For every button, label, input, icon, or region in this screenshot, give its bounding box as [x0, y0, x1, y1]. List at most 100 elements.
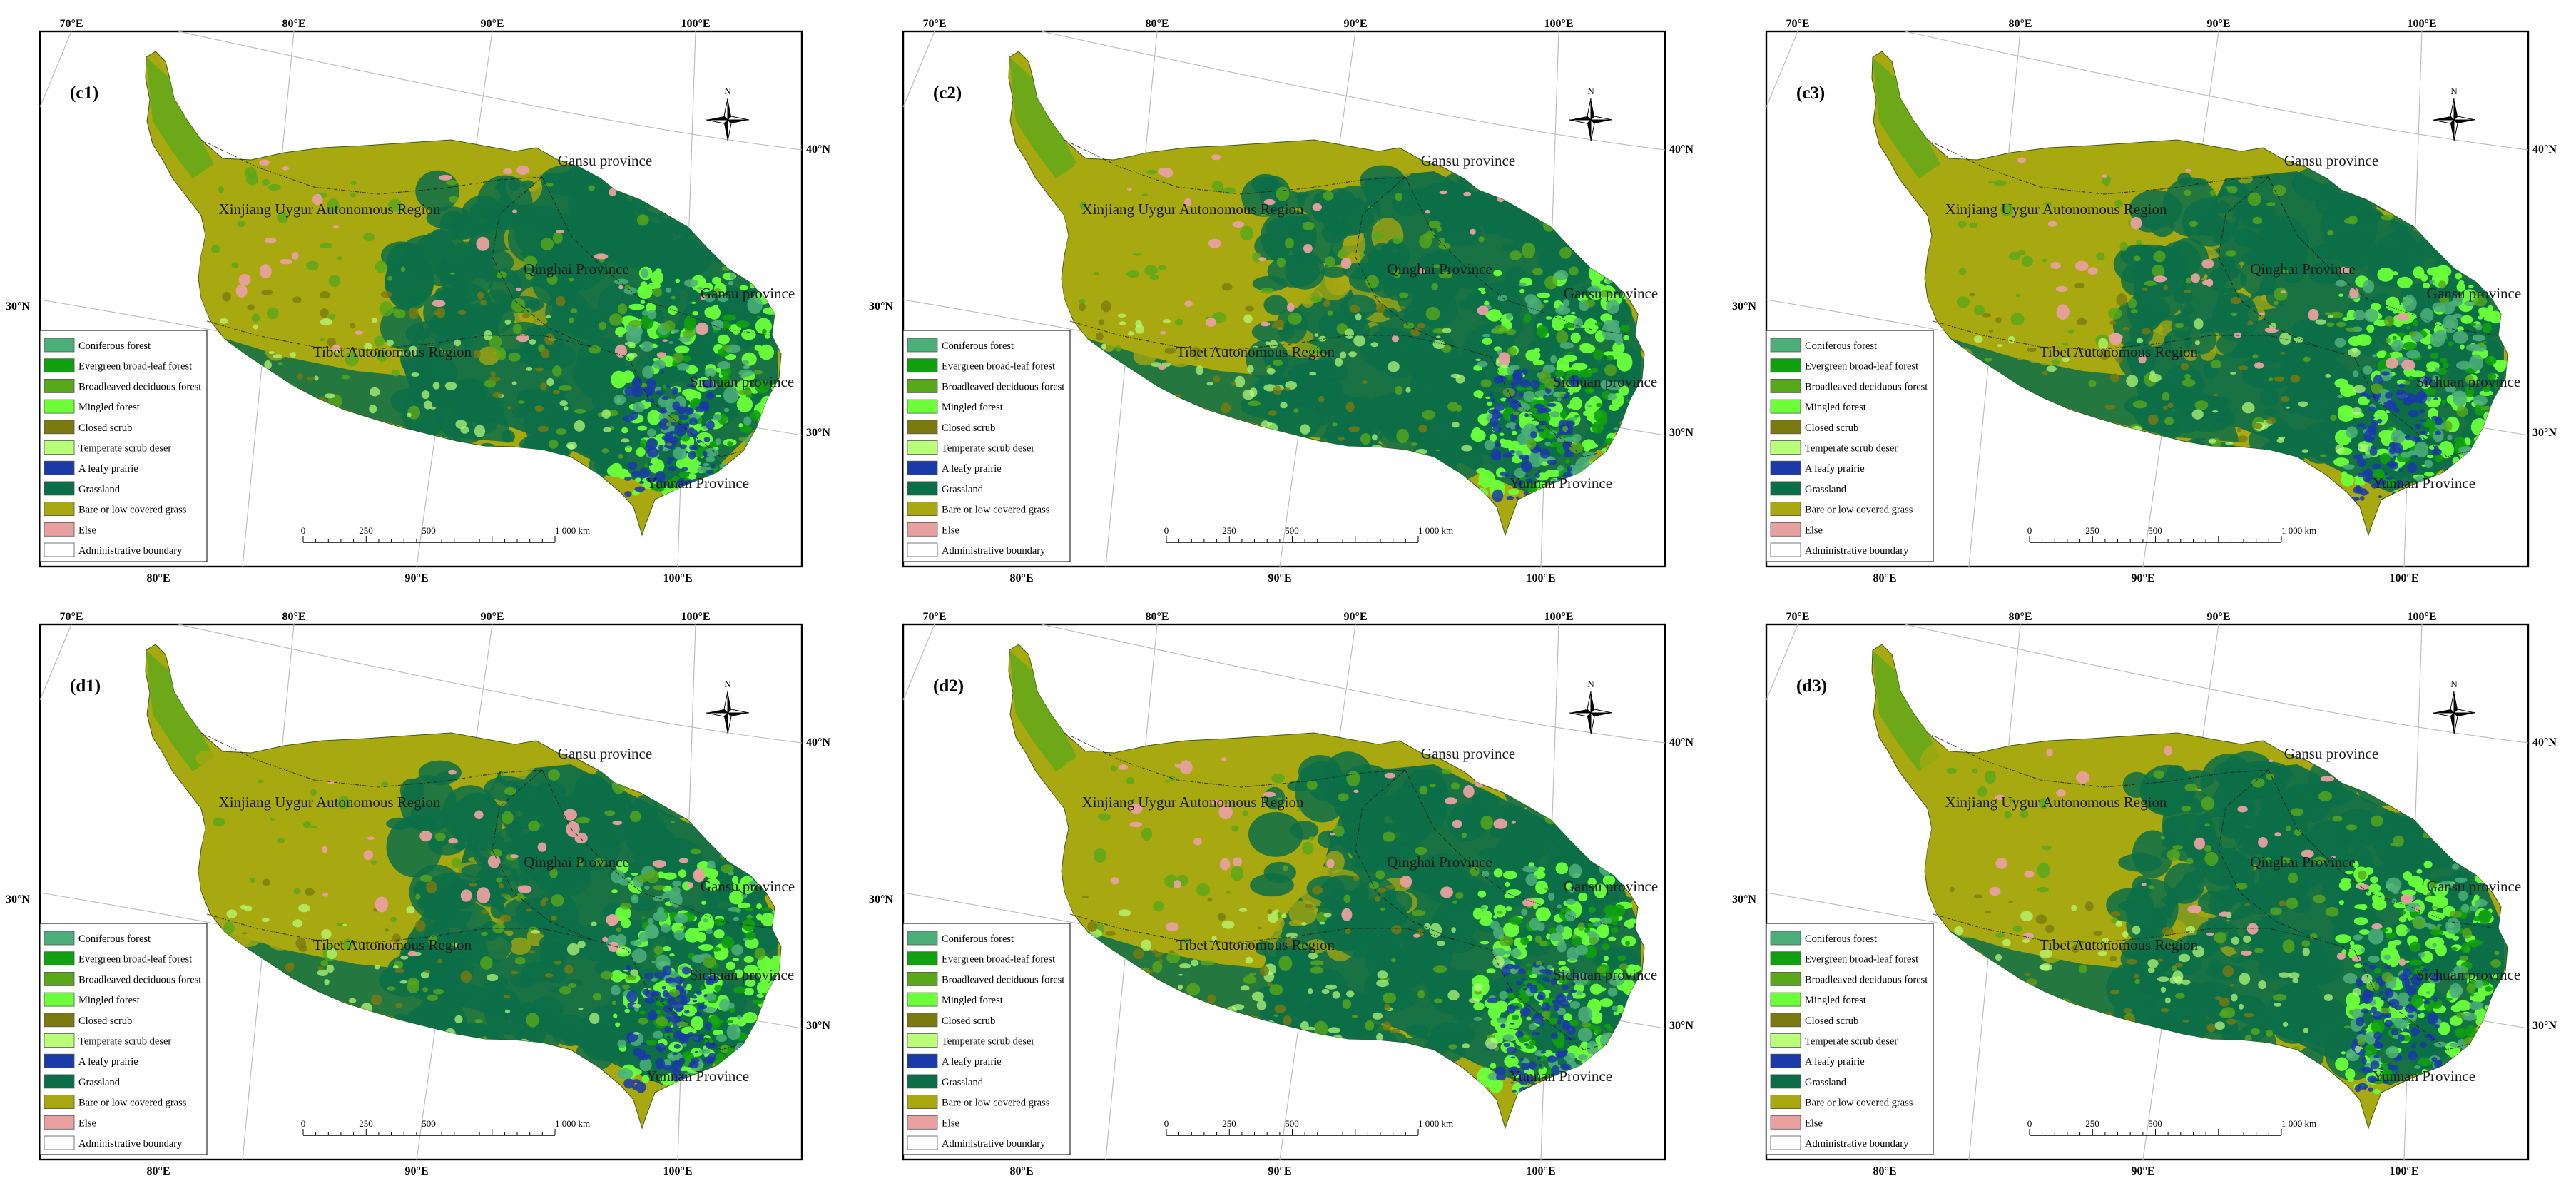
- region-label: Qinghai Province: [2250, 853, 2356, 871]
- legend-item: Else: [1770, 1115, 1823, 1130]
- legend-swatch: [44, 1033, 75, 1048]
- legend: Coniferous forest Evergreen broad-leaf fo…: [39, 923, 208, 1155]
- scale-tick-label: 250: [359, 1118, 373, 1129]
- land-cover-map: [1008, 644, 1645, 1130]
- region-label: Sichuan province: [690, 373, 794, 390]
- region-label: Xinjiang Uygur Autonomous Region: [1082, 794, 1304, 811]
- legend-label: Grassland: [78, 484, 121, 495]
- legend-swatch: [44, 1135, 75, 1150]
- longitude-label-top: 100°E: [1544, 611, 1573, 623]
- legend-item: Else: [1770, 522, 1823, 537]
- legend-item: Temperate scrub deser: [44, 440, 171, 455]
- north-arrow-icon: N: [706, 86, 750, 142]
- legend-item: Grassland: [1770, 481, 1847, 496]
- legend-swatch: [907, 522, 938, 537]
- legend-swatch: [44, 460, 75, 475]
- scale-tick-label: 250: [2085, 525, 2099, 536]
- region-label: Tibet Autonomous Region: [2040, 343, 2199, 360]
- legend-label: Else: [78, 1117, 96, 1129]
- legend-item: A leafy prairie: [44, 1053, 138, 1068]
- longitude-label-bottom: 90°E: [1268, 572, 1291, 584]
- legend-label: Else: [1805, 524, 1823, 536]
- legend-label: Administrative boundary: [942, 545, 1046, 557]
- longitude-label-top: 100°E: [2407, 18, 2436, 30]
- legend-swatch: [907, 1053, 938, 1068]
- latitude-label-right: 30°N: [1669, 427, 1694, 439]
- region-label: Gansu province: [2284, 745, 2378, 762]
- legend-swatch: [1770, 1053, 1801, 1068]
- region-label: Yunnan Province: [646, 475, 749, 492]
- legend-swatch: [1770, 951, 1801, 966]
- longitude-label-top: 100°E: [681, 18, 710, 30]
- longitude-label-top: 80°E: [282, 611, 305, 623]
- legend-swatch: [44, 1013, 75, 1028]
- legend-label: A leafy prairie: [78, 463, 138, 475]
- legend-label: Mingled forest: [942, 995, 1003, 1006]
- north-label: N: [1587, 679, 1594, 689]
- legend-item: Evergreen broad-leaf forest: [907, 951, 1055, 966]
- legend-item: Else: [907, 522, 959, 537]
- legend-label: Temperate scrub deser: [78, 443, 171, 455]
- legend-swatch: [1770, 992, 1801, 1007]
- legend-label: A leafy prairie: [942, 463, 1002, 475]
- legend-item: Administrative boundary: [44, 542, 183, 557]
- region-label: Gansu province: [1421, 152, 1515, 169]
- region-label: Xinjiang Uygur Autonomous Region: [219, 201, 441, 218]
- legend-item: Coniferous forest: [1770, 338, 1877, 353]
- land-cover-map: [1871, 51, 2508, 537]
- legend-label: Else: [78, 524, 96, 536]
- legend-swatch: [907, 931, 938, 946]
- legend: Coniferous forest Evergreen broad-leaf fo…: [1766, 330, 1934, 562]
- legend-label: Bare or low covered grass: [78, 1098, 187, 1109]
- legend-swatch: [1770, 931, 1801, 946]
- scale-bar: 0 250 500 1 000 km: [2027, 525, 2316, 543]
- legend-swatch: [1770, 502, 1801, 516]
- legend-item: Bare or low covered grass: [1770, 1095, 1913, 1109]
- legend-item: Evergreen broad-leaf forest: [44, 358, 192, 373]
- legend-swatch: [44, 1053, 75, 1068]
- north-label: N: [2450, 679, 2458, 689]
- legend-item: Mingled forest: [44, 399, 140, 414]
- longitude-label-bottom: 100°E: [1526, 572, 1555, 584]
- region-label: Xinjiang Uygur Autonomous Region: [1945, 794, 2167, 811]
- latitude-label-right: 30°N: [806, 427, 830, 439]
- longitude-label-top: 90°E: [480, 18, 504, 30]
- map-svg: 70°E 80°E 90°E 100°E 80°E 90°E 100°E 40°N 30°N 30…: [6, 18, 830, 584]
- legend-swatch: [1770, 460, 1801, 475]
- legend-item: Grassland: [907, 481, 984, 496]
- map-svg: 70°E 80°E 90°E 100°E 80°E 90°E 100°E 40°N 30°N 30…: [6, 611, 830, 1177]
- legend-swatch: [44, 379, 75, 393]
- north-label: N: [2450, 86, 2458, 96]
- legend-swatch: [1770, 1074, 1801, 1089]
- latitude-label-right: 30°N: [2532, 427, 2557, 439]
- legend-item: Else: [44, 522, 96, 537]
- map-panel-d1: 70°E 80°E 90°E 100°E 80°E 90°E 100°E 40°N 30°N 30…: [0, 593, 858, 1186]
- legend-item: Administrative boundary: [44, 1135, 183, 1150]
- legend-swatch: [907, 972, 938, 986]
- region-label: Yunnan Province: [2373, 1068, 2475, 1085]
- longitude-label-top: 100°E: [1544, 18, 1573, 30]
- longitude-label-bottom: 100°E: [2389, 572, 2418, 584]
- legend-label: Else: [1805, 1117, 1823, 1129]
- legend-swatch: [907, 1013, 938, 1028]
- longitude-label-top: 70°E: [59, 611, 83, 623]
- longitude-label-top: 90°E: [480, 611, 504, 623]
- scale-bar: 0 250 500 1 000 km: [1164, 1118, 1453, 1136]
- legend-item: Closed scrub: [1770, 420, 1858, 435]
- legend-item: Evergreen broad-leaf forest: [44, 951, 192, 966]
- legend-item: Evergreen broad-leaf forest: [907, 358, 1055, 373]
- legend-label: Evergreen broad-leaf forest: [1805, 361, 1918, 372]
- legend-label: Administrative boundary: [1805, 1138, 1909, 1150]
- map-panel-c2: 70°E 80°E 90°E 100°E 80°E 90°E 100°E 40°N 30°N 30…: [863, 0, 1721, 593]
- legend-item: Evergreen broad-leaf forest: [1770, 951, 1918, 966]
- legend-item: Mingled forest: [907, 992, 1003, 1007]
- legend-label: Temperate scrub deser: [78, 1036, 171, 1048]
- legend-swatch: [44, 399, 75, 414]
- legend-swatch: [44, 931, 75, 946]
- legend-label: Temperate scrub deser: [1805, 443, 1898, 455]
- region-label: Sichuan province: [1553, 966, 1657, 983]
- legend-item: Administrative boundary: [907, 542, 1046, 557]
- legend-swatch: [907, 542, 938, 557]
- legend-item: Grassland: [44, 1074, 121, 1089]
- legend-swatch: [907, 379, 938, 393]
